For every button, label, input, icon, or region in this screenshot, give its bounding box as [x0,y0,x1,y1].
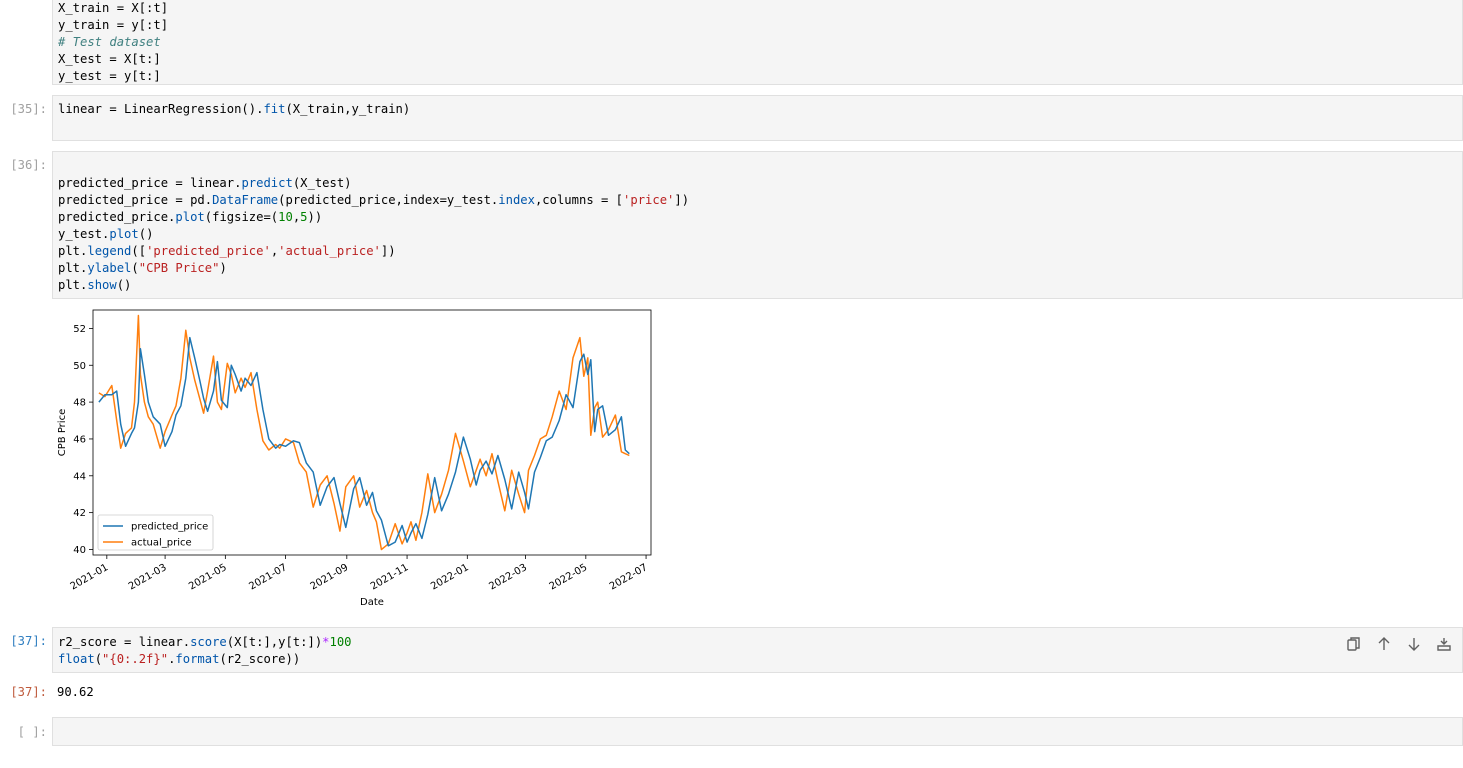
move-down-icon[interactable] [1402,634,1426,654]
code-line: predicted_price = pd.DataFrame(predicted… [58,193,690,207]
x-tick-label: 2021-09 [309,562,351,592]
code-line: linear = LinearRegression().fit(X_train,… [58,102,411,116]
x-tick-label: 2022-05 [548,562,590,592]
input-prompt: [ ]: [17,725,47,739]
plot-area [92,309,652,556]
code-line: float("{0:.2f}".format(r2_score)) [58,652,301,666]
code-line: y_test.plot() [58,227,154,241]
input-prompt: [37]: [10,634,47,648]
code-editor[interactable]: linear = LinearRegression().fit(X_train,… [58,101,410,118]
code-cell-plot[interactable]: predicted_price = linear.predict(X_test)… [52,151,1463,299]
x-tick-label: 2021-01 [69,562,111,592]
input-prompt: [35]: [10,102,47,116]
code-line: plt.ylabel("CPB Price") [58,261,227,275]
legend-box [97,514,214,551]
x-tick-label: 2021-05 [187,562,229,592]
code-line: r2_score = linear.score(X[t:],y[t:])*100 [58,635,352,649]
code-line: plt.show() [58,278,132,292]
code-line: plt.legend(['predicted_price','actual_pr… [58,244,396,258]
output-value: 90.62 [57,685,94,699]
code-line [58,158,689,175]
legend-label: actual_price [131,538,192,549]
y-tick-label: 42 [73,508,86,519]
code-cell-fit[interactable]: linear = LinearRegression().fit(X_train,… [52,95,1463,141]
legend-label: predicted_price [131,522,208,533]
code-line: y_test = y[t:] [58,69,161,83]
y-tick-label: 48 [73,398,86,409]
code-cell-split[interactable]: X_train = X[:t] y_train = y[:t] # Test dat… [52,0,1463,85]
code-cell-score[interactable]: r2_score = linear.score(X[t:],y[t:])*100… [52,627,1463,673]
x-tick-label: 2022-03 [487,562,529,592]
code-editor[interactable]: X_train = X[:t] y_train = y[:t] # Test dat… [58,0,168,85]
code-cell-empty[interactable] [52,717,1463,746]
x-tick-label: 2021-03 [127,562,169,592]
x-tick-label: 2022-07 [608,562,650,592]
y-tick-label: 44 [73,471,86,482]
y-tick-label: 40 [73,545,86,556]
code-line: X_test = X[t:] [58,52,161,66]
code-line: X_train = X[:t] [58,1,169,15]
x-tick-label: 2022-01 [429,562,471,592]
code-line: # Test dataset [58,35,161,49]
y-tick-label: 52 [73,324,86,335]
y-tick-label: 50 [73,361,86,372]
x-tick-label: 2021-07 [247,562,289,592]
move-up-icon[interactable] [1372,634,1396,654]
series-line-actual-price [98,314,630,551]
y-axis-label: CPB Price [57,409,68,456]
insert-below-icon[interactable] [1432,634,1456,654]
output-prompt: [37]: [10,685,47,699]
y-tick-label: 46 [73,434,86,445]
code-line: y_train = y[:t] [58,18,169,32]
cell-toolbar [1342,634,1456,654]
x-tick-label: 2021-11 [369,562,411,592]
x-axis-label: Date [360,597,384,608]
duplicate-icon[interactable] [1342,634,1366,654]
series-line-predicted-price [98,336,630,547]
code-line: predicted_price.plot(figsize=(10,5)) [58,210,323,224]
input-prompt: [36]: [10,158,47,172]
price-chart: 40 42 44 46 48 50 52 2021-01 2021-03 2021-05 2021-… [57,309,652,608]
code-editor[interactable]: r2_score = linear.score(X[t:],y[t:])*100… [58,634,352,668]
code-editor[interactable]: predicted_price = linear.predict(X_test)… [58,158,689,294]
code-line: predicted_price = linear.predict(X_test) [58,176,352,190]
